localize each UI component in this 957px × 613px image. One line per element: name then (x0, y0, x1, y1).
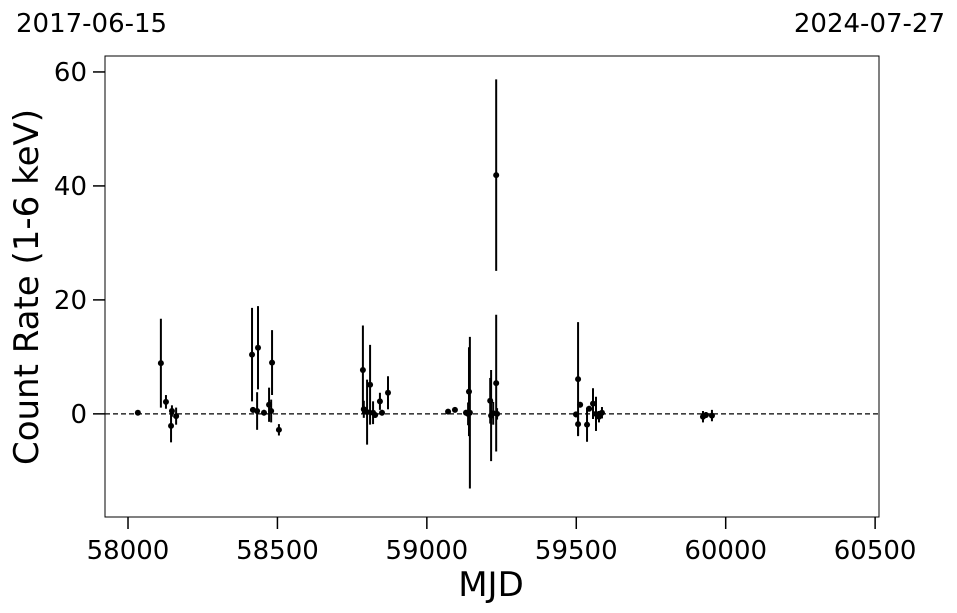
x-tick-label: 58500 (236, 536, 319, 566)
data-point (575, 421, 582, 428)
x-tick-label: 59000 (385, 536, 468, 566)
data-point (379, 409, 386, 416)
x-tick-label: 59500 (535, 536, 618, 566)
y-tick-label: 20 (54, 286, 87, 316)
data-point (493, 172, 500, 179)
data-point (577, 401, 584, 408)
data-point (364, 409, 371, 416)
y-axis-label: Count Rate (1-6 keV) (7, 109, 47, 465)
x-axis-label: MJD (458, 565, 524, 605)
data-point (465, 410, 472, 417)
data-point (255, 344, 262, 351)
y-tick-label: 60 (54, 58, 87, 88)
data-point (275, 426, 282, 433)
data-point (249, 351, 256, 358)
data-point (168, 408, 175, 415)
data-point (598, 409, 605, 416)
data-point (162, 398, 169, 405)
data-point (173, 413, 180, 420)
x-tick-label: 58000 (87, 536, 170, 566)
y-tick-label: 0 (70, 400, 87, 430)
data-point (702, 411, 709, 418)
data-point (359, 366, 366, 373)
data-point (494, 410, 501, 417)
data-point (367, 381, 374, 388)
data-point (372, 411, 379, 418)
data-point (451, 406, 458, 413)
data-point (168, 422, 175, 429)
end-date: 2024-07-27 (794, 9, 945, 39)
data-point (584, 421, 591, 428)
data-point (268, 408, 275, 415)
data-point (493, 380, 500, 387)
data-point (445, 408, 452, 415)
x-tick-label: 60000 (684, 536, 767, 566)
data-point (260, 409, 267, 416)
data-point (254, 408, 261, 415)
data-point (376, 398, 383, 405)
data-point (575, 376, 582, 383)
data-point (269, 359, 276, 366)
data-point (708, 412, 715, 419)
data-point (157, 360, 164, 367)
data-point (134, 409, 141, 416)
plot-frame (104, 55, 880, 518)
y-tick-label: 40 (54, 172, 87, 202)
x-tick-label: 60500 (834, 536, 917, 566)
data-point (586, 405, 593, 412)
data-point (590, 400, 597, 407)
data-point (385, 389, 392, 396)
start-date: 2017-06-15 (16, 9, 167, 39)
